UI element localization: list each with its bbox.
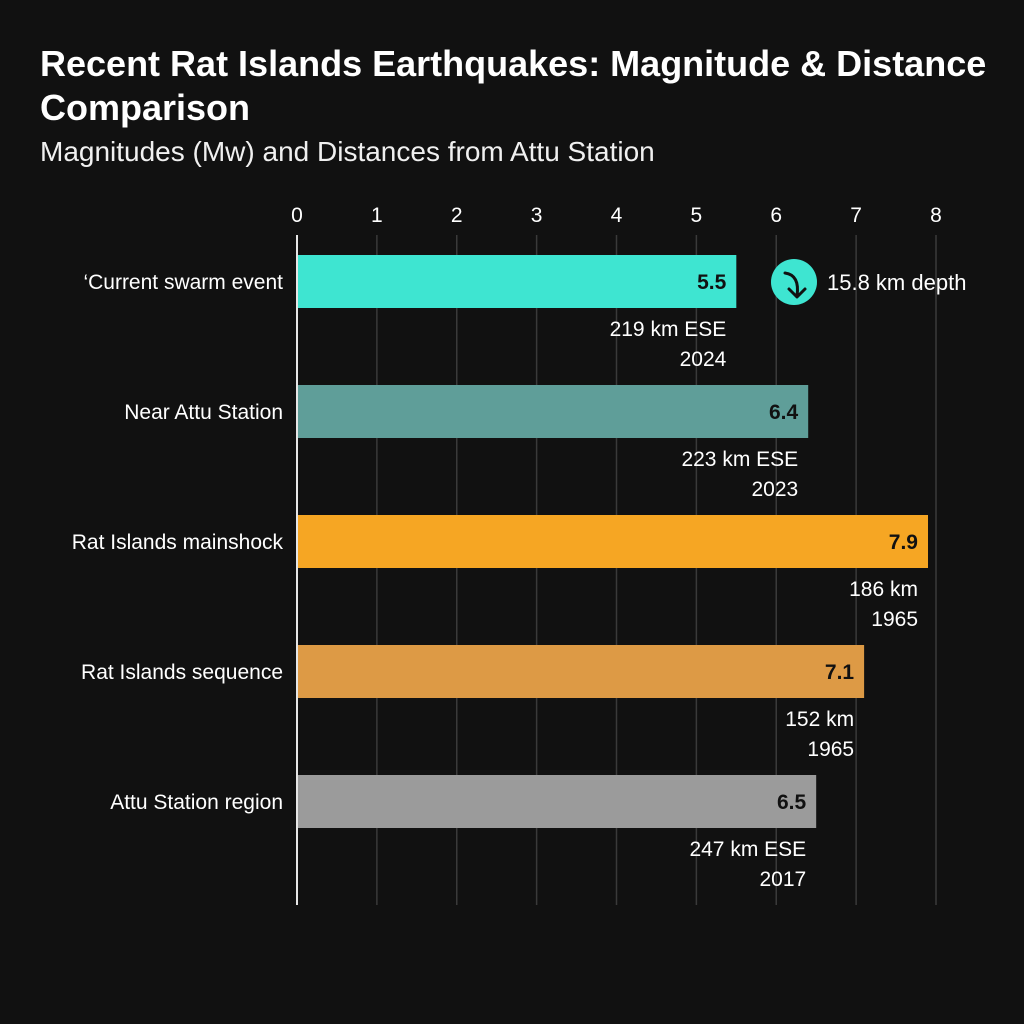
distance-label: 247 km ESE <box>689 838 806 861</box>
year-label: 1965 <box>807 738 854 761</box>
value-label: 7.1 <box>825 661 855 684</box>
x-tick-label: 1 <box>371 204 383 227</box>
distance-label: 223 km ESE <box>681 448 798 471</box>
x-tick-label: 0 <box>291 204 303 227</box>
category-label: ‘Current swarm event <box>83 271 283 294</box>
distance-label: 219 km ESE <box>610 318 727 341</box>
x-tick-label: 2 <box>451 204 463 227</box>
bar <box>298 515 929 568</box>
x-tick-label: 7 <box>850 204 862 227</box>
year-label: 1965 <box>871 608 918 631</box>
year-label: 2024 <box>680 348 727 371</box>
value-label: 6.4 <box>769 401 799 424</box>
x-tick-label: 6 <box>770 204 782 227</box>
year-label: 2023 <box>751 478 798 501</box>
bar <box>298 385 809 438</box>
chart-title: Recent Rat Islands Earthquakes: Magnitud… <box>40 43 987 128</box>
distance-label: 152 km <box>785 708 854 731</box>
year-label: 2017 <box>759 868 806 891</box>
bar <box>298 645 865 698</box>
x-tick-label: 8 <box>930 204 942 227</box>
category-label: Rat Islands mainshock <box>72 531 284 554</box>
category-label: Attu Station region <box>110 791 283 814</box>
chart-subtitle: Magnitudes (Mw) and Distances from Attu … <box>40 136 655 167</box>
x-tick-label: 4 <box>611 204 623 227</box>
category-label: Near Attu Station <box>124 401 283 424</box>
arrow-down-icon-glyph <box>783 271 807 299</box>
bar <box>298 255 737 308</box>
category-label: Rat Islands sequence <box>81 661 283 684</box>
value-label: 6.5 <box>777 791 807 814</box>
bar <box>298 775 817 828</box>
x-tick-label: 3 <box>531 204 543 227</box>
value-label: 5.5 <box>697 271 727 294</box>
value-label: 7.9 <box>889 531 918 554</box>
arrow-down-icon <box>771 259 817 305</box>
distance-label: 186 km <box>849 578 918 601</box>
x-tick-label: 5 <box>691 204 703 227</box>
depth-annotation: 15.8 km depth <box>827 270 966 295</box>
